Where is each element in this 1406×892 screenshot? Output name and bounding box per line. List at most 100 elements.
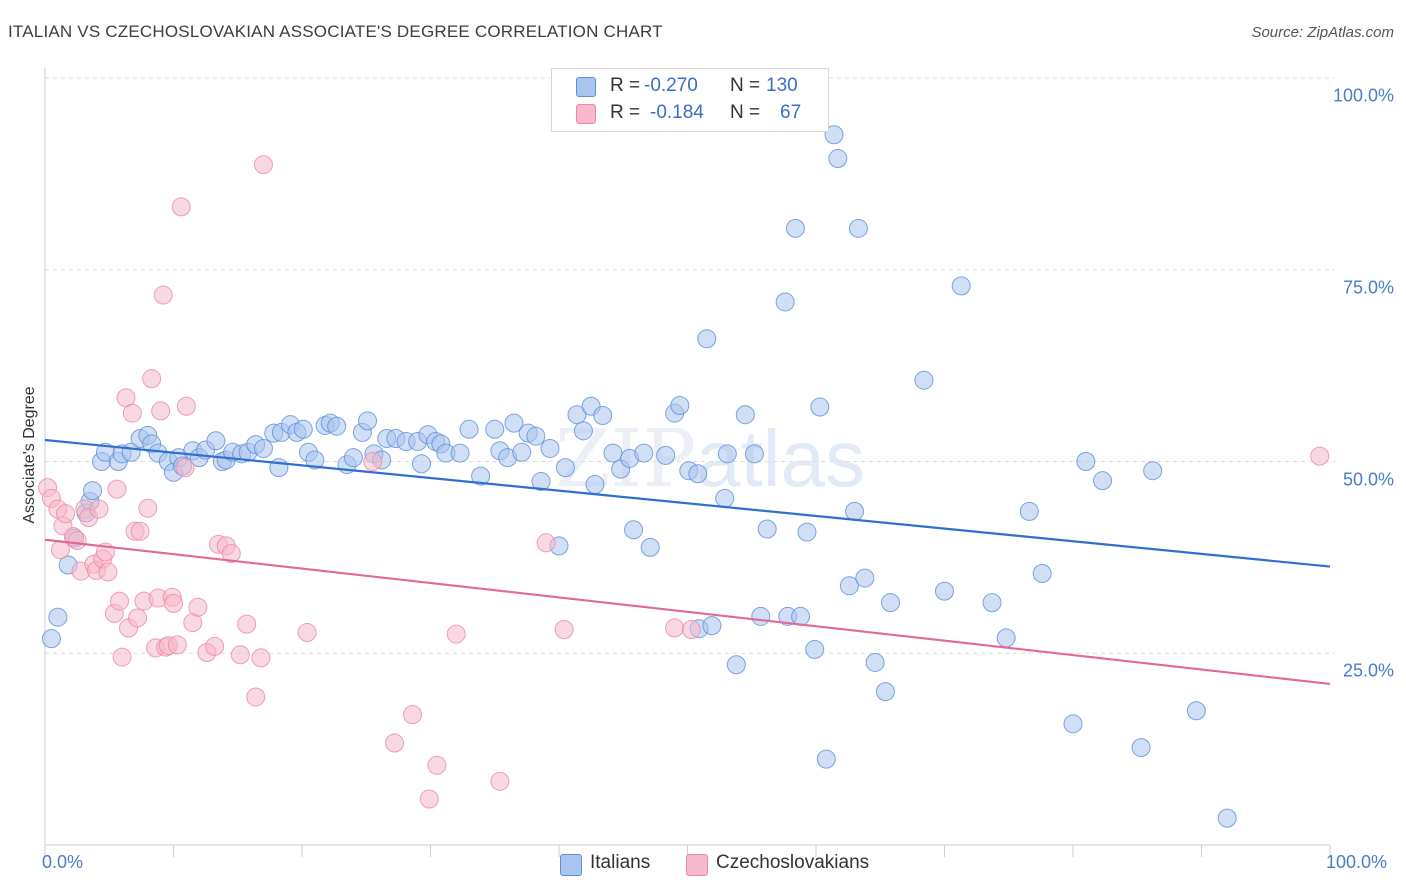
italian-point — [1217, 808, 1237, 828]
italian-point — [865, 652, 885, 672]
czech-point — [188, 597, 208, 617]
legend-n-label: N = — [730, 102, 761, 123]
legend-n-value-czech: 67 — [780, 102, 802, 123]
italian-point — [810, 397, 830, 417]
italian-point — [567, 405, 587, 425]
italian-point — [593, 405, 613, 425]
italian-point — [845, 501, 865, 521]
czech-point — [128, 608, 148, 628]
czech-point — [171, 197, 191, 217]
italian-point — [996, 628, 1016, 648]
italian-point — [670, 396, 690, 416]
source-label: Source: ZipAtlas.com — [1251, 24, 1394, 41]
italian-point — [744, 444, 764, 464]
italian-point — [881, 593, 901, 613]
czech-point — [251, 648, 271, 668]
italian-point — [526, 426, 546, 446]
czech-point — [151, 401, 171, 421]
czech-point — [427, 755, 447, 775]
czech-point — [67, 531, 87, 551]
italian-point — [855, 568, 875, 588]
bottom-legend-label-italians: Italians — [590, 852, 651, 873]
legend-r-label: R = — [610, 102, 641, 123]
czech-point — [153, 285, 173, 305]
italian-point — [343, 448, 363, 468]
legend-n-value-italians: 130 — [766, 75, 798, 96]
italian-point — [824, 125, 844, 145]
italian-point — [751, 606, 771, 626]
czech-point — [89, 499, 109, 519]
italian-point — [848, 218, 868, 238]
italian-point — [839, 576, 859, 596]
italian-point — [555, 458, 575, 478]
chart-title: ITALIAN VS CZECHOSLOVAKIAN ASSOCIATE'S D… — [8, 22, 663, 41]
italian-point — [797, 522, 817, 542]
italian-point — [640, 537, 660, 557]
czech-trend-line — [44, 538, 1331, 686]
italian-point — [702, 616, 722, 636]
italian-point — [573, 421, 593, 441]
italian-point — [585, 475, 605, 495]
y-tick-label: 50.0% — [1342, 469, 1394, 489]
czech-point — [554, 619, 574, 639]
czech-point — [110, 591, 130, 611]
bottom-legend-swatch-italians — [560, 854, 582, 876]
czech-point — [403, 705, 423, 725]
italian-point — [717, 444, 737, 464]
italian-point — [875, 682, 895, 702]
italian-point — [327, 416, 347, 436]
italian-point — [485, 419, 505, 439]
italian-point — [504, 413, 524, 433]
legend-swatch-italians — [576, 77, 596, 97]
italian-point — [412, 454, 432, 474]
italian-point — [206, 431, 226, 451]
y-tick-label: 25.0% — [1342, 660, 1394, 681]
czech-point — [112, 647, 132, 667]
legend-n-label: N = — [730, 75, 761, 96]
czech-point — [175, 458, 195, 478]
czech-point — [56, 504, 76, 524]
italian-point — [982, 593, 1002, 613]
legend-swatch-czech — [576, 104, 596, 124]
legend-r-label: R = — [610, 75, 641, 96]
czech-point — [446, 624, 466, 644]
bottom-legend-swatch-czech — [686, 854, 708, 876]
italian-point — [816, 749, 836, 769]
italian-point — [471, 466, 491, 486]
czech-point — [205, 636, 225, 656]
italian-point — [1063, 714, 1083, 734]
italian-point — [1143, 461, 1163, 481]
italian-point — [1019, 501, 1039, 521]
y-tick-label: 75.0% — [1342, 277, 1394, 298]
italian-point — [1186, 701, 1206, 721]
italian-point — [512, 442, 532, 462]
italian-point — [48, 607, 68, 627]
italian-point — [1131, 738, 1151, 758]
bottom-legend-label-czech: Czechoslovakians — [716, 852, 870, 873]
czech-point — [246, 687, 266, 707]
czech-point — [419, 789, 439, 809]
italian-point — [726, 655, 746, 675]
czech-point — [253, 155, 273, 175]
czech-point — [665, 618, 685, 638]
y-axis-label: Associate's Degree — [21, 386, 38, 524]
czech-point — [230, 645, 250, 665]
watermark: ZIPatlas — [555, 412, 865, 505]
czech-point — [1310, 446, 1330, 466]
czech-point — [363, 452, 383, 471]
czech-point — [221, 544, 241, 564]
x-tick-label-max: 100.0% — [1326, 852, 1388, 872]
italian-point — [83, 481, 103, 501]
italian-point — [735, 405, 755, 425]
italian-trend-line — [44, 438, 1331, 568]
czech-point — [142, 369, 162, 389]
czech-point — [536, 533, 556, 553]
italian-point — [634, 443, 654, 463]
italian-point — [253, 438, 273, 458]
italian-point — [828, 149, 848, 169]
italian-point — [1093, 471, 1113, 491]
legend-r-value-czech: -0.184 — [650, 102, 704, 123]
czech-point — [237, 614, 257, 634]
italian-point — [656, 445, 676, 465]
